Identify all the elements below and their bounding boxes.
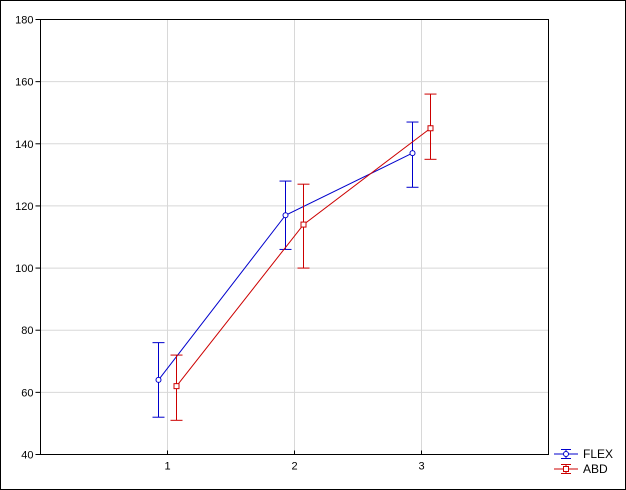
data-point-marker-circle [155, 376, 162, 383]
y-tick-label: 60 [21, 387, 33, 399]
y-tick-label: 40 [21, 450, 33, 462]
data-point-marker-square [300, 221, 307, 228]
data-point-marker-square [173, 383, 180, 390]
legend-item-flex: FLEX [554, 447, 613, 461]
y-tick-label: 180 [15, 15, 33, 27]
legend-label-abd: ABD [583, 461, 608, 476]
series-flex [152, 121, 419, 418]
x-tick-label: 1 [164, 461, 170, 473]
legend: FLEX ABD [554, 447, 613, 476]
x-tick-label: 3 [418, 461, 424, 473]
y-tick-label: 160 [15, 77, 33, 89]
flex-errorbar-icon [554, 449, 578, 459]
x-tick-label: 2 [291, 461, 297, 473]
data-point-marker-circle [282, 212, 289, 219]
y-tick-label: 80 [21, 325, 33, 337]
legend-item-abd: ABD [554, 462, 613, 476]
abd-errorbar-icon [554, 464, 578, 474]
legend-label-flex: FLEX [583, 446, 614, 461]
series-abd [170, 93, 437, 421]
y-tick-label: 140 [15, 139, 33, 151]
y-tick-label: 120 [15, 201, 33, 213]
data-point-marker-square [427, 125, 434, 132]
y-tick-label: 100 [15, 263, 33, 275]
data-point-marker-circle [409, 150, 416, 157]
